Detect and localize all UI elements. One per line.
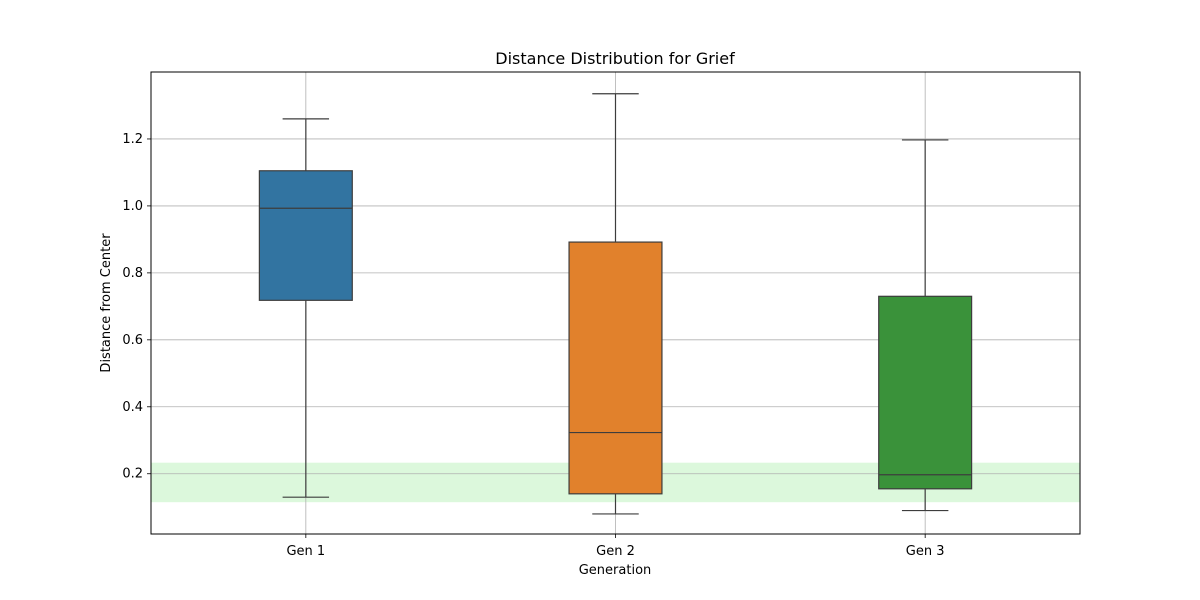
plot-area: 0.2 0.4 0.6 0.8 1.0 1.2 Gen 1 Gen 2 Gen 3 bbox=[122, 71, 1081, 559]
x-axis-label: Generation bbox=[579, 563, 652, 578]
box-1 bbox=[258, 170, 353, 301]
box-3 bbox=[878, 295, 973, 490]
y-tick-label: 0.6 bbox=[122, 333, 143, 348]
y-tick-label: 1.0 bbox=[122, 199, 143, 214]
x-tick-label: Gen 2 bbox=[596, 544, 635, 559]
y-tick-label: 0.2 bbox=[122, 467, 143, 482]
chart-title: Distance Distribution for Grief bbox=[495, 49, 735, 68]
y-tick-label: 0.8 bbox=[122, 266, 143, 281]
x-tick-label: Gen 1 bbox=[286, 544, 325, 559]
y-tick-label: 0.4 bbox=[122, 400, 143, 415]
y-axis-label: Distance from Center bbox=[99, 233, 114, 373]
x-tick-label: Gen 3 bbox=[906, 544, 945, 559]
axes-frame bbox=[150, 71, 1081, 535]
box-2 bbox=[568, 241, 663, 495]
y-tick-label: 1.2 bbox=[122, 132, 143, 147]
